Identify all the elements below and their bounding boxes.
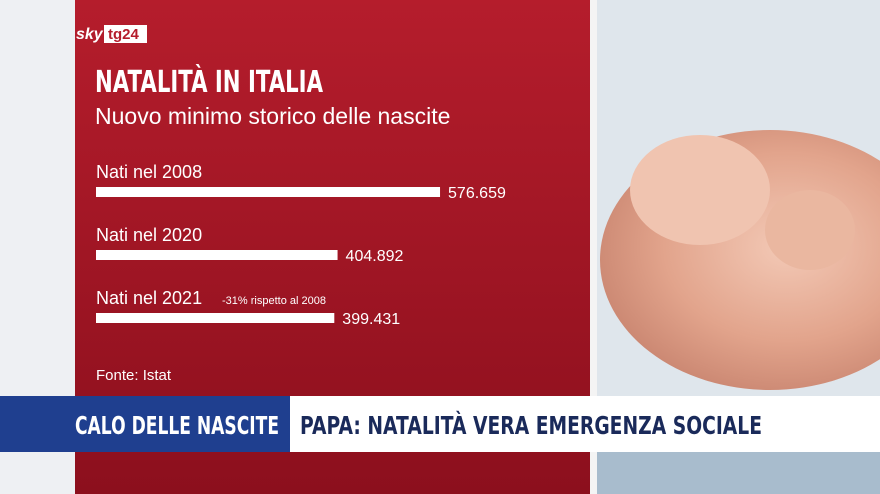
bar — [96, 313, 335, 323]
bar — [96, 250, 338, 260]
bar — [96, 187, 441, 197]
photo-fingers — [630, 135, 770, 245]
category-label: Nati nel 2008 — [96, 162, 202, 182]
banner-headline-bg — [290, 396, 880, 452]
logo-channel: tg24 — [108, 26, 140, 43]
source: Fonte: Istat — [96, 367, 172, 384]
logo-brand: sky — [76, 26, 104, 43]
banner-topic: CALO DELLE NASCITE — [75, 411, 279, 440]
annotation: -31% rispetto al 2008 — [222, 295, 326, 307]
category-label: Nati nel 2021 — [96, 288, 202, 308]
divider — [590, 0, 597, 494]
logo-box — [104, 25, 147, 43]
value-label: 576.659 — [448, 185, 506, 202]
chart-subtitle: Nuovo minimo storico delle nascite — [95, 103, 450, 129]
banner-topic-bg — [0, 396, 290, 452]
photo-fingers — [765, 190, 855, 270]
banner-headline: PAPA: NATALITÀ VERA EMERGENZA SOCIALE — [300, 411, 762, 440]
chart-title: NATALITÀ IN ITALIA — [95, 64, 324, 100]
category-label: Nati nel 2020 — [96, 225, 202, 245]
value-label: 399.431 — [342, 311, 400, 328]
value-label: 404.892 — [346, 248, 404, 265]
